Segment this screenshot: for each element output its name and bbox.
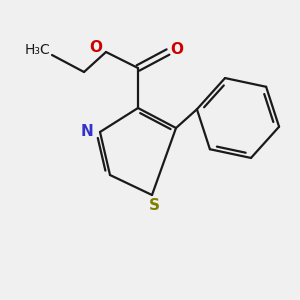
Text: N: N xyxy=(81,124,93,139)
Text: S: S xyxy=(148,199,160,214)
Text: H₃C: H₃C xyxy=(25,43,51,57)
Text: O: O xyxy=(89,40,103,56)
Text: O: O xyxy=(170,43,184,58)
